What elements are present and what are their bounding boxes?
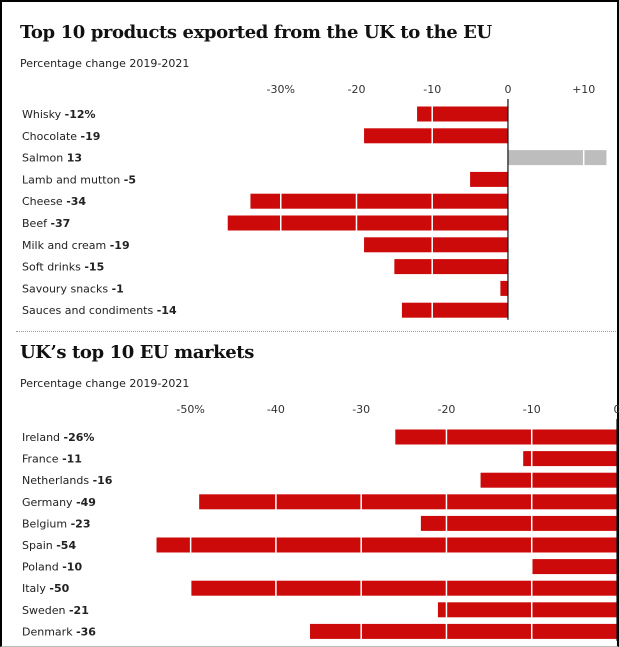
bar <box>394 259 508 275</box>
category-label: Spain -54 <box>22 539 76 552</box>
category-label: Ireland -26% <box>22 431 94 444</box>
value-label: 13 <box>67 152 82 165</box>
category-label: Soft drinks -15 <box>22 261 104 274</box>
value-label: -10 <box>62 561 82 574</box>
tick-label: -30 <box>352 403 370 416</box>
value-label: -19 <box>81 130 101 143</box>
value-label: -37 <box>50 217 70 230</box>
chart-1-exported-products: -30% -20 -10 0 +10 Whisky -12% Chocolate -19 Sa… <box>22 83 607 320</box>
tick-label: -10 <box>423 83 441 96</box>
value-label: -1 <box>112 282 124 295</box>
bar <box>227 215 508 231</box>
category-name: Whisky <box>22 108 65 121</box>
bar <box>395 429 617 445</box>
category-label: Belgium -23 <box>22 517 90 530</box>
bar <box>250 193 508 209</box>
tick-label: +10 <box>572 83 595 96</box>
category-name: Belgium <box>22 517 71 530</box>
category-name: Sweden <box>22 604 69 617</box>
bar <box>417 106 508 122</box>
category-name: Denmark <box>22 625 76 638</box>
category-label: Sweden -21 <box>22 604 89 617</box>
value-label: -23 <box>71 517 91 530</box>
category-name: Beef <box>22 217 50 230</box>
value-label: -36 <box>76 625 96 638</box>
category-label: France -11 <box>22 453 82 466</box>
bar <box>364 237 508 253</box>
tick-label: -20 <box>347 83 365 96</box>
category-label: Cheese -34 <box>22 195 86 208</box>
tick-label: 0 <box>614 403 619 416</box>
section-divider <box>16 331 616 332</box>
category-name: Italy <box>22 582 49 595</box>
value-label: -49 <box>76 496 96 509</box>
bar <box>364 128 508 144</box>
bar <box>480 472 617 488</box>
category-name: Soft drinks <box>22 261 84 274</box>
category-name: Netherlands <box>22 474 93 487</box>
tick-label: -50% <box>176 403 204 416</box>
tick-label: -40 <box>267 403 285 416</box>
bar <box>190 580 618 596</box>
category-name: Sauces and condiments <box>22 304 157 317</box>
category-label: Sauces and condiments -14 <box>22 304 177 317</box>
category-label: Beef -37 <box>22 217 70 230</box>
value-label: -5 <box>124 173 136 186</box>
category-label: Milk and cream -19 <box>22 239 130 252</box>
category-name: Poland <box>22 561 62 574</box>
category-label: Denmark -36 <box>22 625 96 638</box>
category-label: Savoury snacks -1 <box>22 282 124 295</box>
category-label: Germany -49 <box>22 496 96 509</box>
chart-1-subtitle: Percentage change 2019-2021 <box>20 57 190 70</box>
value-label: -26% <box>64 431 95 444</box>
tick-label: -10 <box>523 403 541 416</box>
category-name: Savoury snacks <box>22 282 112 295</box>
bar <box>523 451 617 467</box>
category-label: Netherlands -16 <box>22 474 113 487</box>
category-name: Cheese <box>22 195 66 208</box>
category-name: Ireland <box>22 431 64 444</box>
chart-2-title: UK’s top 10 EU markets <box>20 342 254 363</box>
bar <box>401 302 508 318</box>
category-label: Chocolate -19 <box>22 130 100 143</box>
category-label: Whisky -12% <box>22 108 96 121</box>
category-name: Lamb and mutton <box>22 173 124 186</box>
category-name: Salmon <box>22 152 67 165</box>
tick-label: -20 <box>437 403 455 416</box>
value-label: -21 <box>69 604 89 617</box>
value-label: -19 <box>110 239 130 252</box>
chart-2-subtitle: Percentage change 2019-2021 <box>20 377 190 390</box>
category-name: Milk and cream <box>22 239 110 252</box>
tick-label: -30% <box>267 83 295 96</box>
value-label: -34 <box>66 195 86 208</box>
value-label: -14 <box>157 304 177 317</box>
category-label: Lamb and mutton -5 <box>22 173 136 186</box>
value-label: -15 <box>84 261 104 274</box>
category-name: Chocolate <box>22 130 81 143</box>
value-label: -16 <box>93 474 113 487</box>
bar <box>437 602 617 618</box>
category-label: Italy -50 <box>22 582 70 595</box>
category-name: Spain <box>22 539 56 552</box>
value-label: -54 <box>56 539 76 552</box>
category-label: Poland -10 <box>22 561 82 574</box>
bar <box>420 515 617 531</box>
bar <box>310 623 617 639</box>
value-label: -12% <box>65 108 96 121</box>
bar <box>531 559 617 575</box>
category-name: France <box>22 453 62 466</box>
value-label: -11 <box>62 453 82 466</box>
chart-1-title: Top 10 products exported from the UK to … <box>20 22 492 43</box>
bar <box>500 280 508 296</box>
bar <box>199 494 617 510</box>
tick-label: 0 <box>504 83 511 96</box>
bar <box>470 171 508 187</box>
category-name: Germany <box>22 496 76 509</box>
bar <box>156 537 617 553</box>
bar <box>507 150 607 166</box>
value-label: -50 <box>49 582 69 595</box>
category-label: Salmon 13 <box>22 152 82 165</box>
